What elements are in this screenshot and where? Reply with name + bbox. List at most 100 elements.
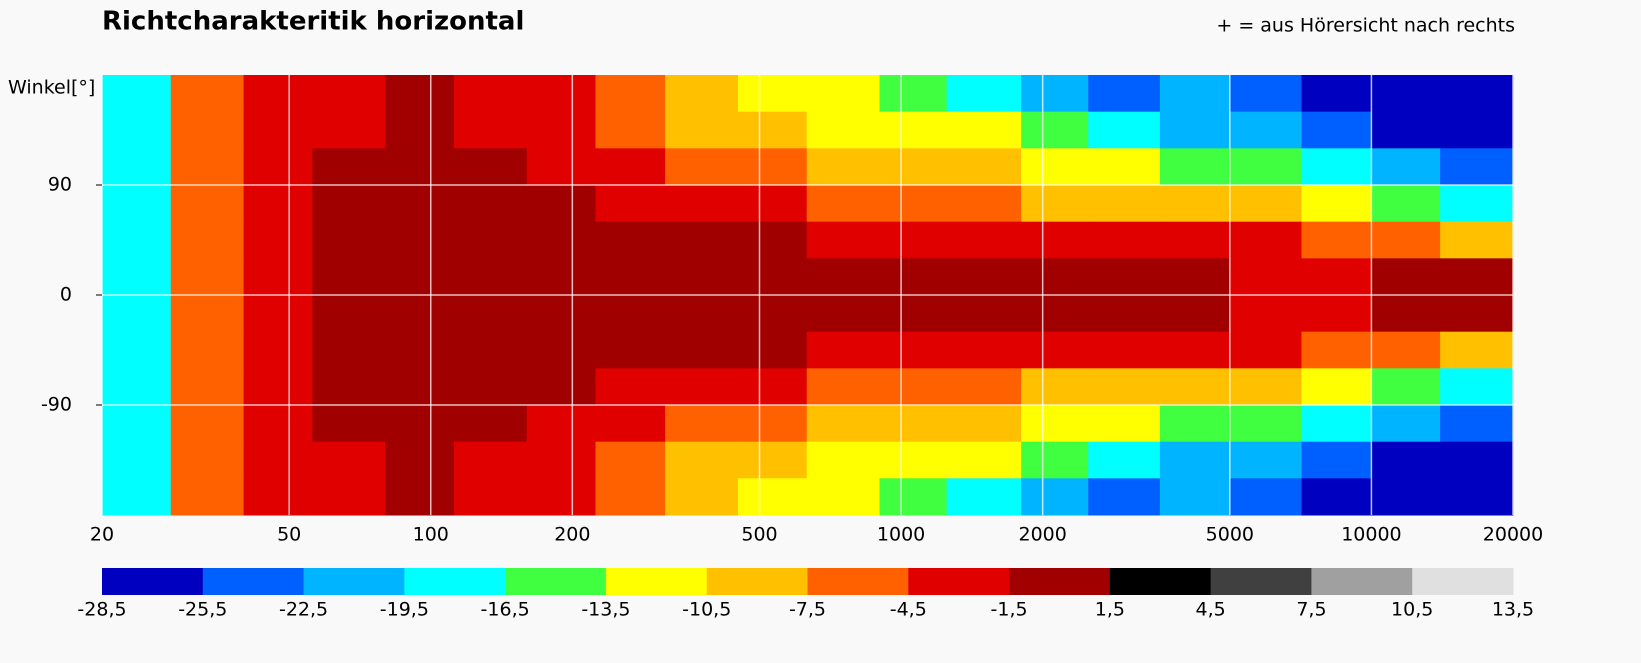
heat-cell <box>170 331 245 369</box>
heat-cell <box>243 295 313 333</box>
heat-cell <box>385 221 455 259</box>
heat-cell <box>879 368 948 406</box>
heat-cell <box>665 368 739 406</box>
heat-cell <box>385 478 455 516</box>
heat-cell <box>102 368 172 406</box>
heat-cell <box>737 405 808 443</box>
heat-cell <box>595 368 666 406</box>
heat-cell <box>806 185 881 223</box>
heat-cell <box>806 221 881 259</box>
heat-cell <box>1021 331 1089 369</box>
x-tick-label: 2000 <box>1018 524 1066 546</box>
heat-cell <box>1440 331 1514 369</box>
heat-cell <box>946 478 1022 516</box>
heat-cell <box>946 75 1022 113</box>
heat-cell <box>1021 185 1089 223</box>
colorbar-tick-label: -28,5 <box>77 599 126 621</box>
y-tick-label: 0 <box>60 284 72 306</box>
heat-cell <box>170 111 245 149</box>
heat-cell <box>312 111 386 149</box>
heat-cell <box>1159 405 1231 443</box>
heat-cell <box>1371 185 1441 223</box>
heat-cell <box>385 405 455 443</box>
heat-cell <box>385 441 455 479</box>
heat-cell <box>243 148 313 186</box>
heat-cell <box>1021 258 1089 296</box>
heat-cell <box>526 441 596 479</box>
heat-cell <box>1301 185 1372 223</box>
heat-cell <box>879 111 948 149</box>
heat-cell <box>1301 331 1372 369</box>
heat-cell <box>1440 185 1514 223</box>
heat-cell <box>595 331 666 369</box>
heat-cell <box>806 478 881 516</box>
heat-cell <box>1229 75 1302 113</box>
heat-cell <box>1229 258 1302 296</box>
heat-cell <box>312 295 386 333</box>
heat-cell <box>453 331 528 369</box>
heat-cell <box>737 148 808 186</box>
heat-cell <box>879 185 948 223</box>
heat-cell <box>1440 148 1514 186</box>
heat-cell <box>526 331 596 369</box>
heat-cell <box>1301 111 1372 149</box>
x-tick-label: 100 <box>413 524 449 546</box>
x-tick-label: 20 <box>90 524 114 546</box>
heat-cell <box>1229 221 1302 259</box>
heat-cell <box>243 258 313 296</box>
heat-cell <box>946 405 1022 443</box>
heat-cell <box>1088 331 1161 369</box>
heat-cell <box>946 111 1022 149</box>
heat-cell <box>1088 148 1161 186</box>
heat-cell <box>737 258 808 296</box>
heat-cell <box>595 295 666 333</box>
heat-cell <box>102 148 172 186</box>
heat-cell <box>1301 148 1372 186</box>
heat-cell <box>665 405 739 443</box>
colorbar-swatch <box>706 568 808 595</box>
y-axis-label: Winkel[°] <box>8 77 95 99</box>
heat-cell <box>665 258 739 296</box>
heat-cell <box>526 258 596 296</box>
heat-cell <box>806 295 881 333</box>
heat-cell <box>665 441 739 479</box>
heat-cell <box>1229 331 1302 369</box>
heat-cell <box>243 75 313 113</box>
heat-cell <box>665 75 739 113</box>
heat-cell <box>1371 331 1441 369</box>
heat-cell <box>453 368 528 406</box>
heat-cell <box>737 331 808 369</box>
heat-cell <box>1301 478 1372 516</box>
heat-cell <box>526 111 596 149</box>
heat-cell <box>1301 75 1372 113</box>
colorbar-tick-label: -25,5 <box>178 599 227 621</box>
heat-cell <box>1301 221 1372 259</box>
heat-cell <box>1159 75 1231 113</box>
colorbar-swatch <box>202 568 305 595</box>
heat-cell <box>312 368 386 406</box>
heat-cell <box>453 258 528 296</box>
heat-cell <box>1159 185 1231 223</box>
heat-cell <box>879 148 948 186</box>
heat-cell <box>1021 111 1089 149</box>
heat-cell <box>737 111 808 149</box>
heat-cell <box>385 111 455 149</box>
heat-cell <box>1021 405 1089 443</box>
heat-cell <box>737 185 808 223</box>
heat-cell <box>737 368 808 406</box>
heat-cell <box>170 221 245 259</box>
heat-cell <box>1371 111 1441 149</box>
heat-cell <box>170 441 245 479</box>
heat-cell <box>1159 331 1231 369</box>
heat-cell <box>243 221 313 259</box>
heat-cell <box>243 111 313 149</box>
heat-cell <box>879 295 948 333</box>
heat-cell <box>1440 111 1514 149</box>
heat-cell <box>737 75 808 113</box>
heat-cell <box>1371 148 1441 186</box>
colorbar-swatch <box>807 568 909 595</box>
heat-cell <box>1229 478 1302 516</box>
heat-cell <box>312 441 386 479</box>
x-tick-label: 10000 <box>1341 524 1401 546</box>
heat-cell <box>170 185 245 223</box>
